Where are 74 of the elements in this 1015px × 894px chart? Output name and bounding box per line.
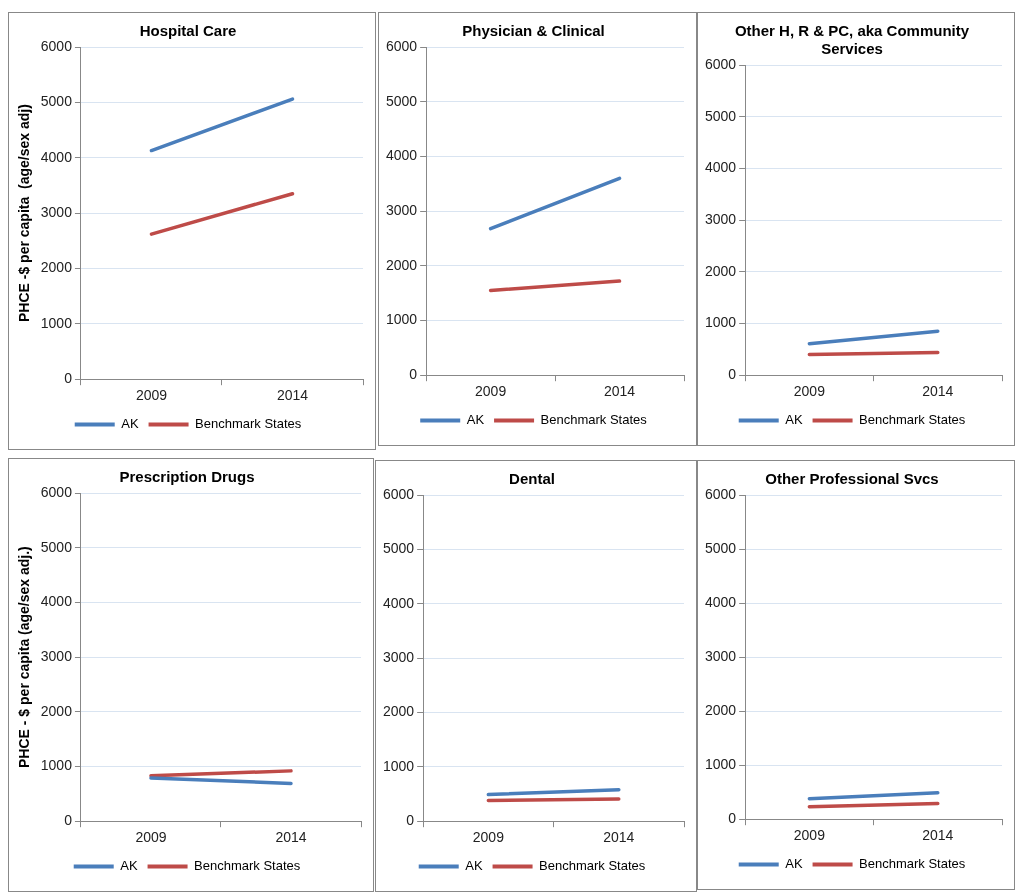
- y-tick-label: 6000: [704, 55, 737, 72]
- y-tick-label: 4000: [704, 159, 737, 176]
- chart-title: Dental: [509, 470, 555, 488]
- y-tick-label: 5000: [40, 538, 73, 555]
- y-tick-label: 0: [64, 812, 73, 829]
- chart-title: Other Professional Svcs: [765, 470, 939, 488]
- y-tick-label: 1000: [382, 757, 415, 774]
- y-tick-label: 4000: [382, 594, 415, 611]
- x-tick-label: 2009: [135, 387, 168, 404]
- y-tick-label: 0: [409, 366, 418, 383]
- y-tick-label: 3000: [40, 203, 73, 220]
- legend-label: AK: [121, 416, 139, 432]
- y-tick-label: 5000: [382, 540, 415, 557]
- chart-title: Hospital Care: [139, 22, 237, 40]
- x-tick-label: 2009: [472, 829, 505, 846]
- y-tick-label: 2000: [382, 703, 415, 720]
- x-tick-label: 2014: [603, 383, 636, 400]
- y-tick-label: 6000: [382, 485, 415, 502]
- chart-title: Physician & Clinical: [462, 22, 605, 40]
- y-tick-label: 4000: [385, 147, 418, 164]
- legend-label: AK: [465, 858, 483, 874]
- y-tick-label: 6000: [40, 37, 73, 54]
- y-axis-title: PHCE - $ per capita (age/sex adj.): [16, 546, 33, 768]
- y-tick-label: 2000: [704, 262, 737, 279]
- y-tick-label: 1000: [385, 311, 418, 328]
- x-tick-label: 2009: [793, 383, 826, 400]
- legend-label: Benchmark States: [194, 858, 301, 874]
- y-tick-label: 6000: [40, 483, 73, 500]
- y-tick-label: 0: [728, 810, 737, 827]
- y-tick-label: 2000: [40, 259, 73, 276]
- x-tick-label: 2009: [793, 827, 826, 844]
- y-axis-title: PHCE -$ per capita (age/sex adj): [16, 104, 33, 323]
- y-tick-label: 4000: [40, 148, 73, 165]
- y-tick-label: 3000: [704, 647, 737, 664]
- legend-label: Benchmark States: [859, 856, 966, 872]
- y-tick-label: 4000: [40, 593, 73, 610]
- y-tick-label: 6000: [385, 37, 418, 54]
- y-tick-label: 1000: [40, 314, 73, 331]
- x-tick-label: 2014: [603, 829, 635, 846]
- legend-label: AK: [785, 856, 803, 872]
- y-tick-label: 3000: [382, 648, 415, 665]
- y-tick-label: 4000: [704, 593, 737, 610]
- y-tick-label: 5000: [40, 93, 73, 110]
- x-tick-label: 2009: [475, 383, 507, 400]
- x-tick-label: 2014: [922, 827, 954, 844]
- chart-title: Prescription Drugs: [119, 468, 255, 486]
- legend-label: AK: [120, 858, 138, 874]
- y-tick-label: 3000: [704, 210, 737, 227]
- y-tick-label: 1000: [40, 757, 73, 774]
- y-tick-label: 2000: [40, 702, 73, 719]
- x-tick-label: 2014: [275, 829, 307, 846]
- y-tick-label: 0: [406, 812, 415, 829]
- y-tick-label: 5000: [704, 539, 737, 556]
- y-tick-label: 2000: [704, 701, 737, 718]
- legend-label: Benchmark States: [859, 412, 966, 428]
- y-tick-label: 1000: [704, 756, 737, 773]
- y-tick-label: 0: [64, 370, 73, 387]
- y-tick-label: 3000: [385, 201, 418, 218]
- y-tick-label: 2000: [385, 256, 418, 273]
- legend-label: Benchmark States: [540, 412, 648, 428]
- legend-label: AK: [466, 412, 485, 428]
- legend-label: Benchmark States: [539, 858, 646, 874]
- chart-title: Other H, R & PC, aka Community Services: [734, 22, 970, 58]
- y-tick-label: 5000: [385, 92, 418, 109]
- y-tick-label: 0: [728, 366, 737, 383]
- y-tick-label: 6000: [704, 485, 737, 502]
- x-tick-label: 2009: [135, 829, 167, 846]
- x-tick-label: 2014: [276, 387, 309, 404]
- legend-label: Benchmark States: [195, 416, 302, 432]
- y-tick-label: 3000: [40, 647, 73, 664]
- legend-label: AK: [785, 412, 803, 428]
- x-tick-label: 2014: [922, 383, 954, 400]
- y-tick-label: 1000: [704, 314, 737, 331]
- y-tick-label: 5000: [704, 107, 737, 124]
